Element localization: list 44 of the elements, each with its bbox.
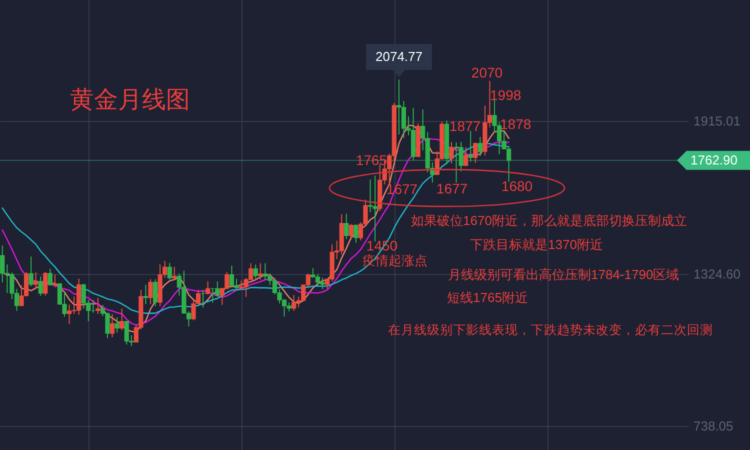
candlestick	[468, 130, 473, 162]
candlestick	[464, 146, 468, 167]
candlestick	[148, 278, 153, 305]
candlestick	[114, 316, 120, 334]
annotation: 短线1765附近	[447, 290, 528, 305]
text: 黄金月线图	[70, 86, 190, 114]
annotation: 2074.77	[376, 48, 422, 64]
candlestick	[344, 213, 349, 240]
annotation: 月线级别可看出高位压制1784-1790区域	[448, 267, 680, 282]
ref-line-label: 1762.90	[690, 152, 738, 168]
candlestick	[478, 136, 482, 156]
candlestick	[143, 284, 148, 305]
candlestick	[206, 280, 210, 296]
candlestick	[354, 224, 358, 244]
annotation: 1878	[500, 116, 532, 132]
candlestick	[172, 266, 177, 280]
annotation: 1680	[501, 178, 533, 194]
annotation: 2070	[471, 64, 503, 80]
candlestick	[258, 262, 263, 280]
candlestick	[253, 264, 258, 279]
annotation: 1677	[436, 180, 468, 197]
candlestick	[167, 262, 172, 280]
annotation: 在月线级别下影线表现，下跌趋势未改变，必有二次回测	[388, 323, 713, 337]
candlestick	[152, 278, 158, 307]
candlestick	[43, 272, 48, 296]
y-tick-label: 738.05	[694, 418, 734, 434]
annotation: 下跌目标就是1370附近	[470, 237, 603, 252]
y-tick-label: 1915.01	[694, 113, 740, 128]
candlestick	[110, 313, 115, 338]
annotation: 1877	[449, 118, 481, 134]
candlestick	[48, 268, 52, 286]
candlestick	[38, 276, 43, 296]
annotation: 如果破位1670附近，那么就是底部切换压制成立	[411, 213, 687, 228]
candlestick	[120, 308, 124, 331]
candlestick	[473, 142, 478, 164]
y-tick-label: 1324.60	[694, 266, 740, 282]
candlestick	[449, 141, 454, 164]
candlestick	[348, 224, 354, 240]
annotation: 1765	[356, 152, 388, 168]
candlestick	[96, 297, 100, 314]
candlestick	[28, 256, 34, 287]
candlestick	[52, 274, 58, 288]
annotation: 1998	[490, 87, 522, 103]
candlestick	[34, 272, 38, 290]
